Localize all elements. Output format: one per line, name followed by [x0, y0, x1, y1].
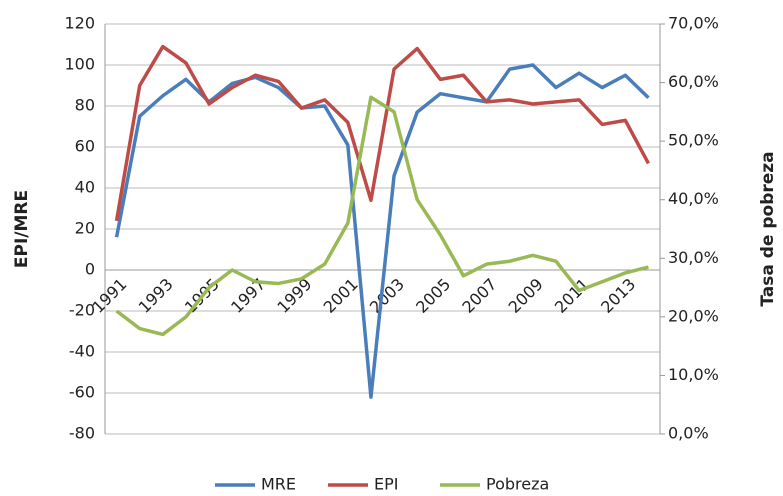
y-tick-label: -40 [69, 342, 95, 361]
y-tick-label: -20 [69, 301, 95, 320]
series-line [114, 63, 650, 399]
y2-tick-label: 50,0% [668, 131, 719, 150]
legend-label: MRE [261, 475, 296, 494]
y-axis-label: EPI/MRE [12, 190, 32, 268]
y-tick-label: 120 [64, 14, 95, 33]
legend-label: EPI [374, 475, 398, 494]
y-tick-label: -80 [69, 424, 95, 443]
x-tick-label: 1991 [88, 275, 130, 317]
x-tick-label: 2003 [366, 275, 408, 317]
series-line [115, 95, 649, 337]
y-tick-label: 0 [85, 260, 95, 279]
y2-axis-label: Tasa de pobreza [758, 151, 778, 306]
y2-tick-label: 0,0% [668, 424, 709, 443]
legend-label: Pobreza [486, 475, 549, 494]
y-tick-label: 100 [64, 55, 95, 74]
x-tick-label: 2009 [505, 275, 547, 317]
series-line [114, 44, 650, 222]
x-tick-label: 1993 [135, 275, 177, 317]
x-tick-label: 2007 [458, 275, 500, 317]
x-tick-label: 2001 [320, 275, 362, 317]
y-tick-label: 40 [75, 178, 95, 197]
y2-tick-label: 20,0% [668, 306, 719, 325]
y-tick-label: 60 [75, 137, 95, 156]
y-tick-label: -60 [69, 383, 95, 402]
y2-tick-label: 30,0% [668, 248, 719, 267]
x-tick-label: 2005 [412, 275, 454, 317]
y2-tick-label: 40,0% [668, 189, 719, 208]
y-tick-label: 20 [75, 219, 95, 238]
y2-tick-label: 10,0% [668, 365, 719, 384]
y2-tick-label: 70,0% [668, 14, 719, 33]
y-tick-label: 80 [75, 96, 95, 115]
y2-tick-label: 60,0% [668, 72, 719, 91]
